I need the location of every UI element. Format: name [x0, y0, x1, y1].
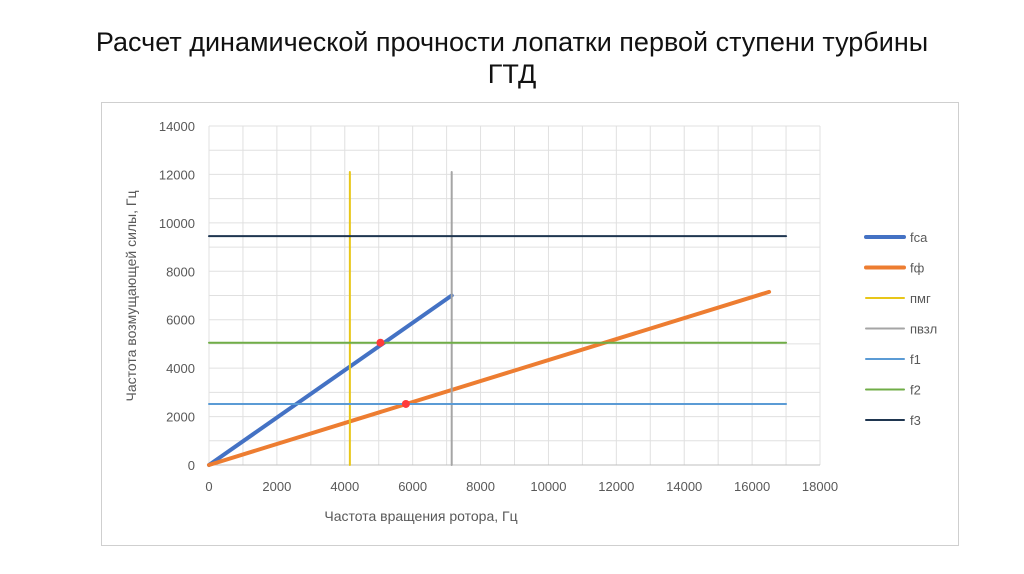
x-tick-label: 10000: [530, 479, 566, 494]
x-tick-label: 2000: [262, 479, 291, 494]
legend-label-пвзл: пвзл: [910, 322, 937, 337]
series-line-fф: [207, 289, 772, 467]
slide-title-line-2: ГТД: [487, 59, 537, 89]
series-line-fca: [207, 293, 454, 467]
line-chart: 0 2000 4000 6000 8000 10000 12000 14000 16000 180…: [123, 119, 937, 524]
y-axis-title: Частота возмущающей силы, Гц: [123, 191, 139, 402]
tick-labels: 0 2000 4000 6000 8000 10000 12000 14000 16000 180…: [159, 119, 838, 494]
x-tick-label: 16000: [734, 479, 770, 494]
y-tick-label: 10000: [159, 216, 195, 231]
y-tick-label: 6000: [166, 313, 195, 328]
y-tick-label: 0: [188, 458, 195, 473]
x-tick-label: 18000: [802, 479, 838, 494]
plot-series: [207, 171, 788, 467]
x-axis-title: Частота вращения ротора, Гц: [324, 508, 517, 524]
intersection-marker: [401, 399, 410, 408]
legend-label-f3: f3: [910, 413, 921, 428]
legend: fca fф пмг пвзл f1 f2 f3: [864, 230, 937, 428]
y-tick-label: 2000: [166, 410, 195, 425]
legend-label-пмг: пмг: [910, 291, 931, 306]
y-tick-label: 14000: [159, 119, 195, 134]
y-tick-label: 8000: [166, 264, 195, 279]
legend-label-fф: fф: [910, 261, 925, 276]
x-tick-label: 8000: [466, 479, 495, 494]
intersection-marker: [376, 338, 385, 347]
x-tick-label: 12000: [598, 479, 634, 494]
chart-frame: 0 2000 4000 6000 8000 10000 12000 14000 16000 180…: [101, 102, 959, 546]
slide-title-line-1: Расчет динамической прочности лопатки пе…: [95, 27, 929, 57]
legend-label-fca: fca: [910, 230, 928, 245]
x-tick-label: 14000: [666, 479, 702, 494]
legend-label-f1: f1: [910, 352, 921, 367]
y-tick-label: 12000: [159, 167, 195, 182]
legend-label-f2: f2: [910, 383, 921, 398]
x-tick-label: 4000: [330, 479, 359, 494]
slide-title: Расчет динамической прочности лопатки пе…: [40, 26, 984, 90]
grid: [208, 125, 821, 466]
y-tick-label: 4000: [166, 361, 195, 376]
plot-markers: [376, 338, 410, 408]
x-tick-label: 6000: [398, 479, 427, 494]
x-tick-label: 0: [205, 479, 212, 494]
